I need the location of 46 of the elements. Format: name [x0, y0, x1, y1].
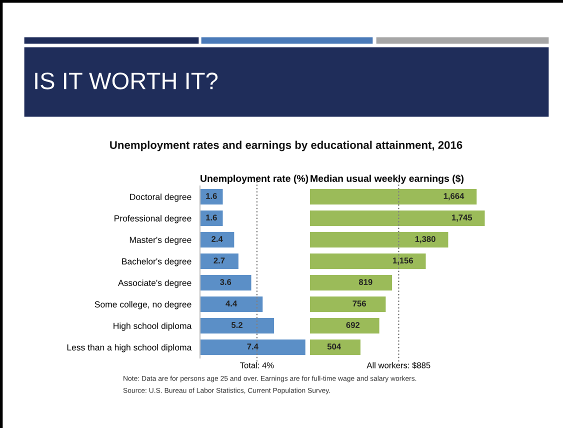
y-tick-label: Some college, no degree	[94, 301, 192, 310]
bar	[200, 232, 234, 248]
y-tick-label: Professional degree	[114, 215, 192, 224]
y-tick-label: Associate's degree	[118, 280, 192, 288]
bar	[200, 210, 223, 226]
data-label: 5.2	[231, 322, 242, 328]
data-label: 1,664	[444, 193, 464, 200]
bar	[200, 340, 306, 355]
data-label: 1.6	[206, 193, 217, 199]
bar	[200, 275, 252, 290]
data-label: 2.7	[214, 258, 225, 264]
bar	[310, 189, 477, 204]
data-label: 1,745	[452, 214, 472, 222]
y-tick-label: Master's degree	[130, 236, 192, 245]
data-label: 3.6	[220, 279, 232, 285]
chart-title: Unemployment rate (%)	[200, 174, 308, 184]
data-label: 1,380	[415, 236, 436, 244]
y-tick-label: Bachelor's degree	[122, 258, 192, 266]
bar	[200, 296, 263, 312]
text: IS IT WORTH IT?	[35, 72, 218, 90]
bar	[310, 318, 380, 334]
bar	[310, 210, 485, 226]
ref-line-label: All workers: $885	[366, 362, 430, 369]
data-label: 819	[358, 279, 372, 285]
bar	[310, 275, 392, 290]
data-label: 2.4	[212, 236, 223, 242]
bar	[310, 340, 360, 355]
data-label: 1,156	[392, 258, 413, 265]
data-label: 4.4	[226, 300, 238, 306]
bar	[310, 232, 448, 248]
bar	[200, 318, 274, 334]
data-label: 1.6	[206, 214, 217, 220]
y-tick-label: Less than a high school diploma	[67, 344, 192, 352]
bar	[200, 254, 238, 269]
bar	[310, 296, 386, 312]
y-tick-label: Doctoral degree	[130, 194, 192, 202]
bar	[200, 189, 223, 204]
text: Unemployment rates and earnings by educational attainment, 2016	[110, 140, 462, 152]
bar	[310, 254, 426, 269]
data-label: 756	[352, 300, 366, 306]
data-label: 692	[346, 322, 360, 328]
data-label: 7.4	[247, 344, 258, 350]
ref-line-label: Total: 4%	[240, 362, 274, 368]
chart-title: Median usual weekly earnings ($)	[310, 174, 464, 184]
data-label: 504	[327, 344, 341, 350]
y-tick-label: High school diploma	[114, 322, 192, 331]
